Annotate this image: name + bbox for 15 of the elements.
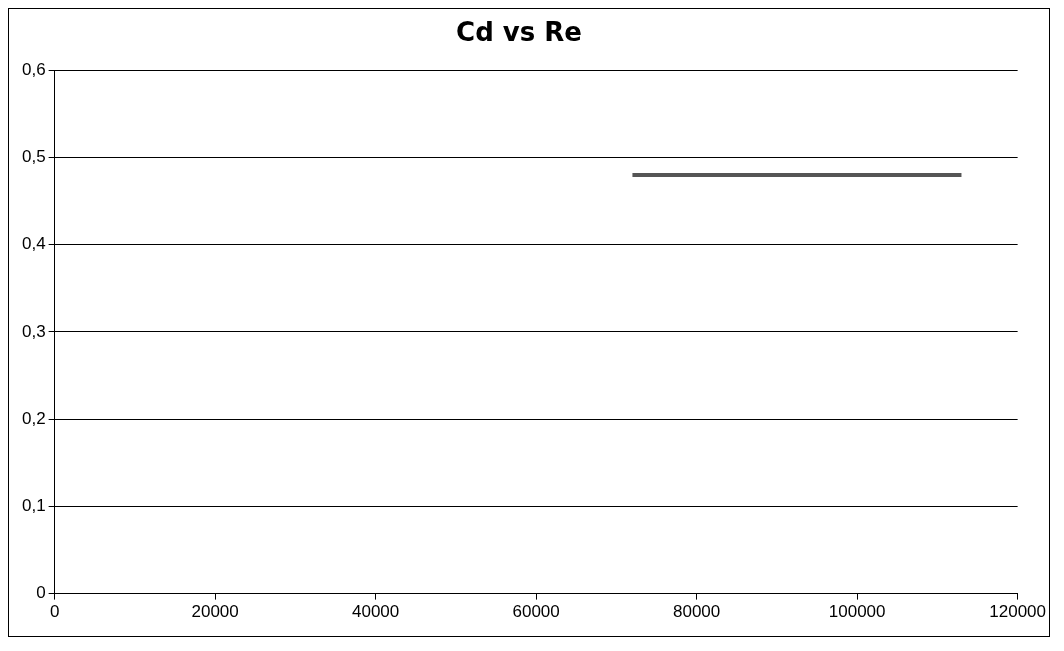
x-tick-label: 120000 [989,602,1046,622]
x-tick-label: 60000 [512,602,560,622]
x-tick-label: 80000 [672,602,721,622]
chart-title: Cd vs Re [456,17,582,48]
x-tick-label: 0 [49,602,60,622]
y-tick-label: 0,5 [21,147,46,167]
x-tick-label: 100000 [828,602,886,622]
x-tick-label: 40000 [351,602,400,622]
y-tick-label: 0,2 [21,408,46,428]
y-tick-label: 0,1 [21,496,46,516]
y-tick-label: 0,6 [21,59,46,79]
y-tick-label: 0,4 [21,234,46,254]
y-tick-label: 0 [36,583,46,603]
x-tick-label: 20000 [191,602,239,622]
y-tick-label: 0,3 [21,321,46,341]
